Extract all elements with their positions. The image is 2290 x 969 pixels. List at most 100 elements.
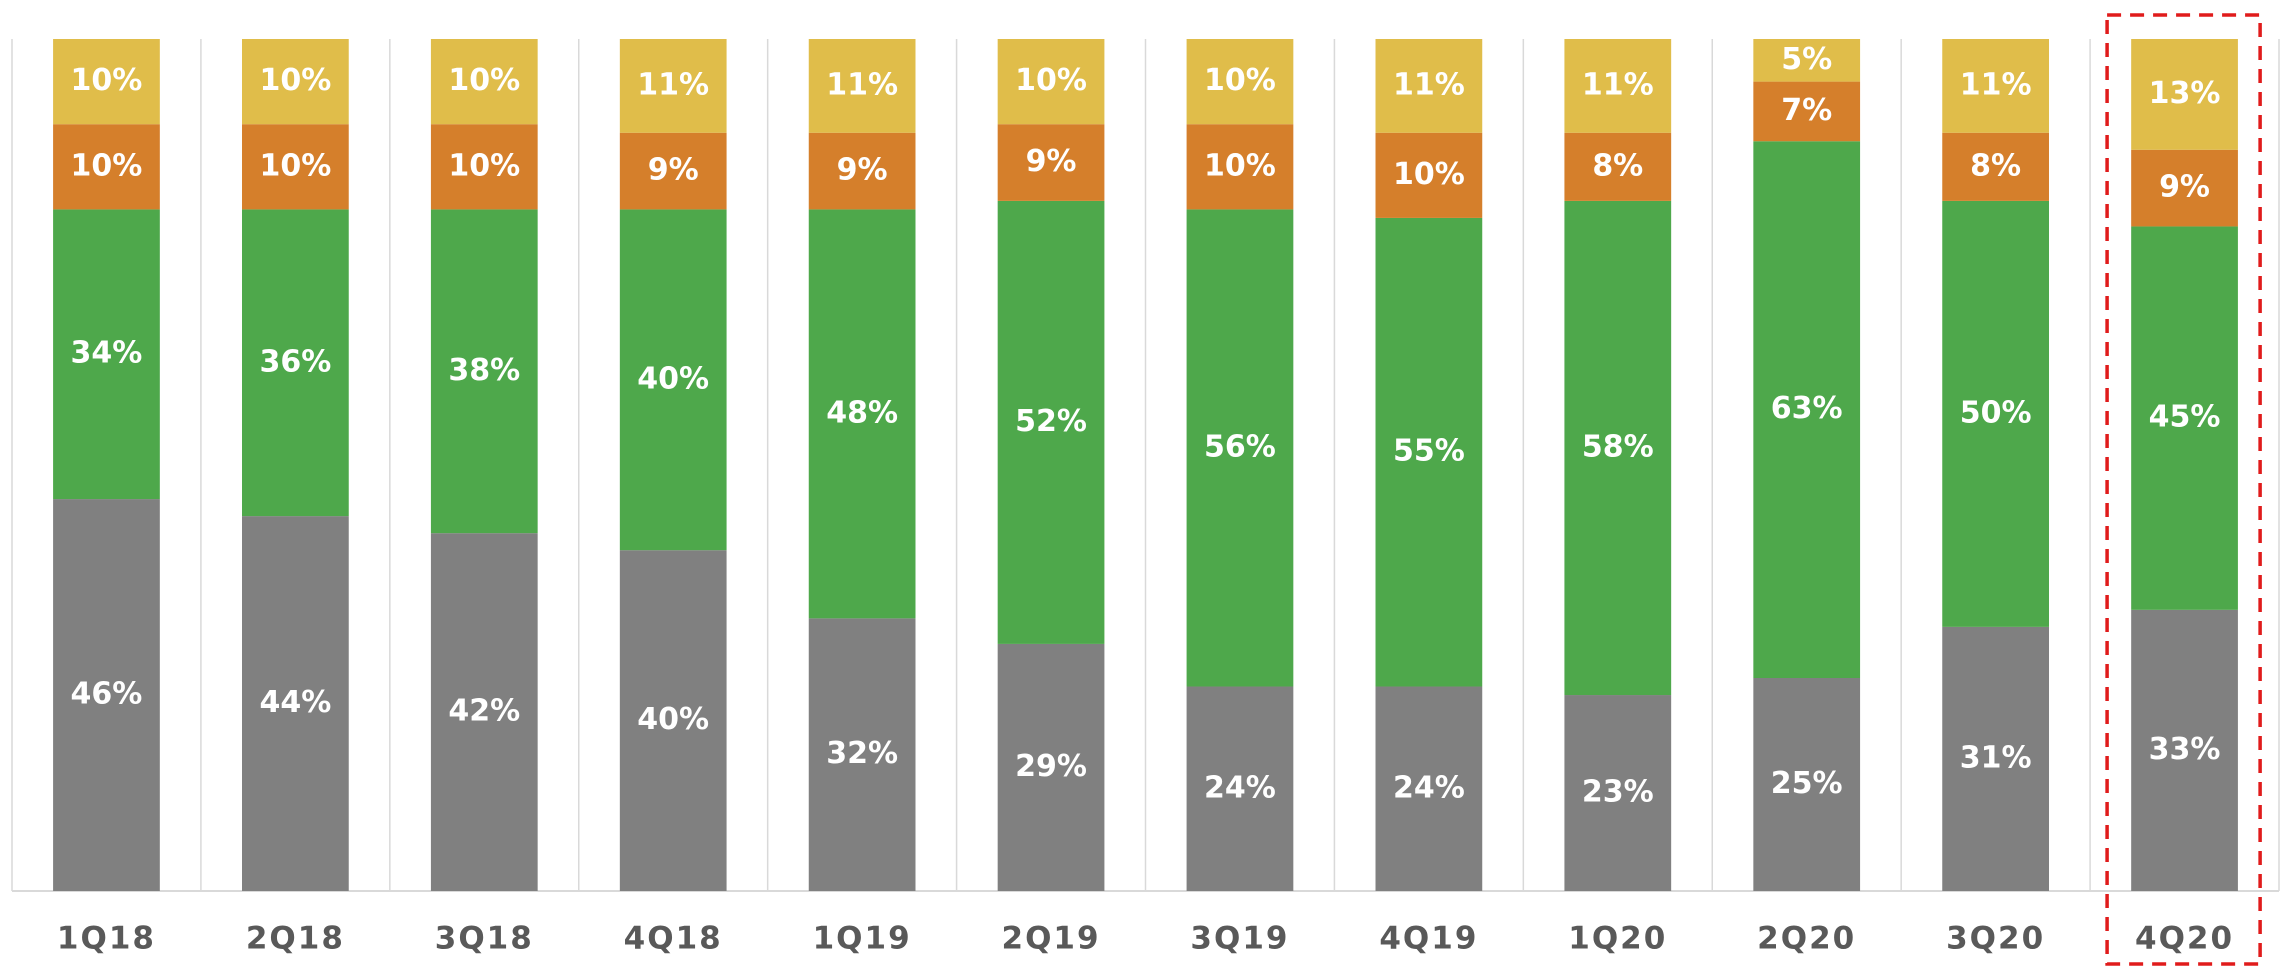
data-label: 10% [1393,157,1465,192]
x-tick-label: 2Q18 [246,921,345,957]
data-label: 7% [1781,93,1832,128]
data-label: 50% [1960,395,2032,430]
bar-segment [1564,695,1672,891]
bar-segment [1942,200,2049,627]
bar-segment [808,39,916,133]
bar-segment [1186,124,1294,210]
data-label: 8% [1970,148,2021,183]
data-label: 11% [1960,67,2032,102]
bar-segment [53,39,160,125]
data-label: 10% [448,148,520,183]
data-label: 45% [2149,400,2221,435]
data-label: 63% [1771,391,1843,426]
bar-segment [619,550,727,891]
bar-segment [430,39,538,125]
bar-segment [808,209,916,619]
data-label: 40% [637,702,709,737]
x-tick-label: 4Q18 [624,921,723,957]
bar-segment [2131,226,2238,610]
bar-segment [619,209,727,551]
bar-segment [2131,609,2238,891]
data-label: 58% [1582,429,1654,464]
data-label: 23% [1582,775,1654,810]
bar-segment [1186,39,1294,125]
bar-segment [997,124,1105,201]
data-label: 34% [71,336,143,371]
data-label: 24% [1204,770,1276,805]
bar-segment [1564,200,1672,696]
bar-segment [997,643,1105,891]
data-label: 10% [448,63,520,98]
bar-segment [997,200,1105,644]
data-label: 10% [71,63,143,98]
x-tick-label: 3Q19 [1190,921,1289,957]
bar-segment [808,132,916,210]
bar-segment [53,124,160,210]
data-label: 9% [2159,170,2210,205]
bar-segment [1753,39,1861,82]
data-label: 32% [826,736,898,771]
data-label: 9% [648,153,699,188]
bar-segment [1186,209,1294,687]
data-label: 38% [448,353,520,388]
bar-segment [1375,132,1483,218]
data-label: 36% [259,344,331,379]
data-label: 11% [1393,67,1465,102]
bar-segment [53,209,160,500]
data-label: 10% [1204,63,1276,98]
bar-segment [1186,686,1294,891]
data-label: 11% [826,67,898,102]
data-label: 10% [1204,148,1276,183]
data-label: 40% [637,361,709,396]
x-tick-label: 2Q20 [1757,921,1856,957]
data-label: 11% [1582,67,1654,102]
data-label: 10% [1015,63,1087,98]
bar-segment [1942,132,2049,201]
data-label: 42% [448,694,520,729]
bar-segment [242,124,349,210]
x-tick-label: 1Q18 [57,921,156,957]
x-tick-label: 4Q20 [2135,921,2234,957]
bar-segment [430,533,538,891]
bar-segment [1753,81,1861,142]
data-label: 44% [259,685,331,720]
x-tick-label: 3Q20 [1946,921,2045,957]
bar-segment [242,209,349,517]
data-label: 52% [1015,404,1087,439]
bar-segment [1564,39,1672,133]
data-label: 13% [2149,76,2221,111]
bar-segment [808,618,916,891]
bar-segment [619,132,727,210]
data-label: 24% [1393,770,1465,805]
x-tick-label: 1Q20 [1568,921,1667,957]
x-tick-label: 3Q18 [435,921,534,957]
bar-segment [997,39,1105,125]
data-label: 56% [1204,429,1276,464]
bar-segment [53,499,160,891]
data-label: 48% [826,395,898,430]
data-label: 10% [71,148,143,183]
data-label: 46% [71,677,143,712]
x-tick-label: 1Q19 [813,921,912,957]
data-label: 10% [259,148,331,183]
x-tick-label: 4Q19 [1379,921,1478,957]
bar-segment [2131,39,2238,150]
bar-segment [2131,149,2238,227]
bar-segment [242,39,349,125]
data-label: 55% [1393,434,1465,469]
data-label: 31% [1960,740,2032,775]
bar-segment [1942,39,2049,133]
bar-segment [1375,39,1483,133]
data-label: 29% [1015,749,1087,784]
bar-segment [619,39,727,133]
data-label: 25% [1771,766,1843,801]
bar-segment [430,124,538,210]
highlight-box [2105,13,2262,966]
data-label: 9% [1026,144,1077,179]
data-label: 5% [1781,42,1832,77]
data-label: 8% [1592,148,1643,183]
data-label: 9% [837,153,888,188]
x-tick-label: 2Q19 [1002,921,1101,957]
